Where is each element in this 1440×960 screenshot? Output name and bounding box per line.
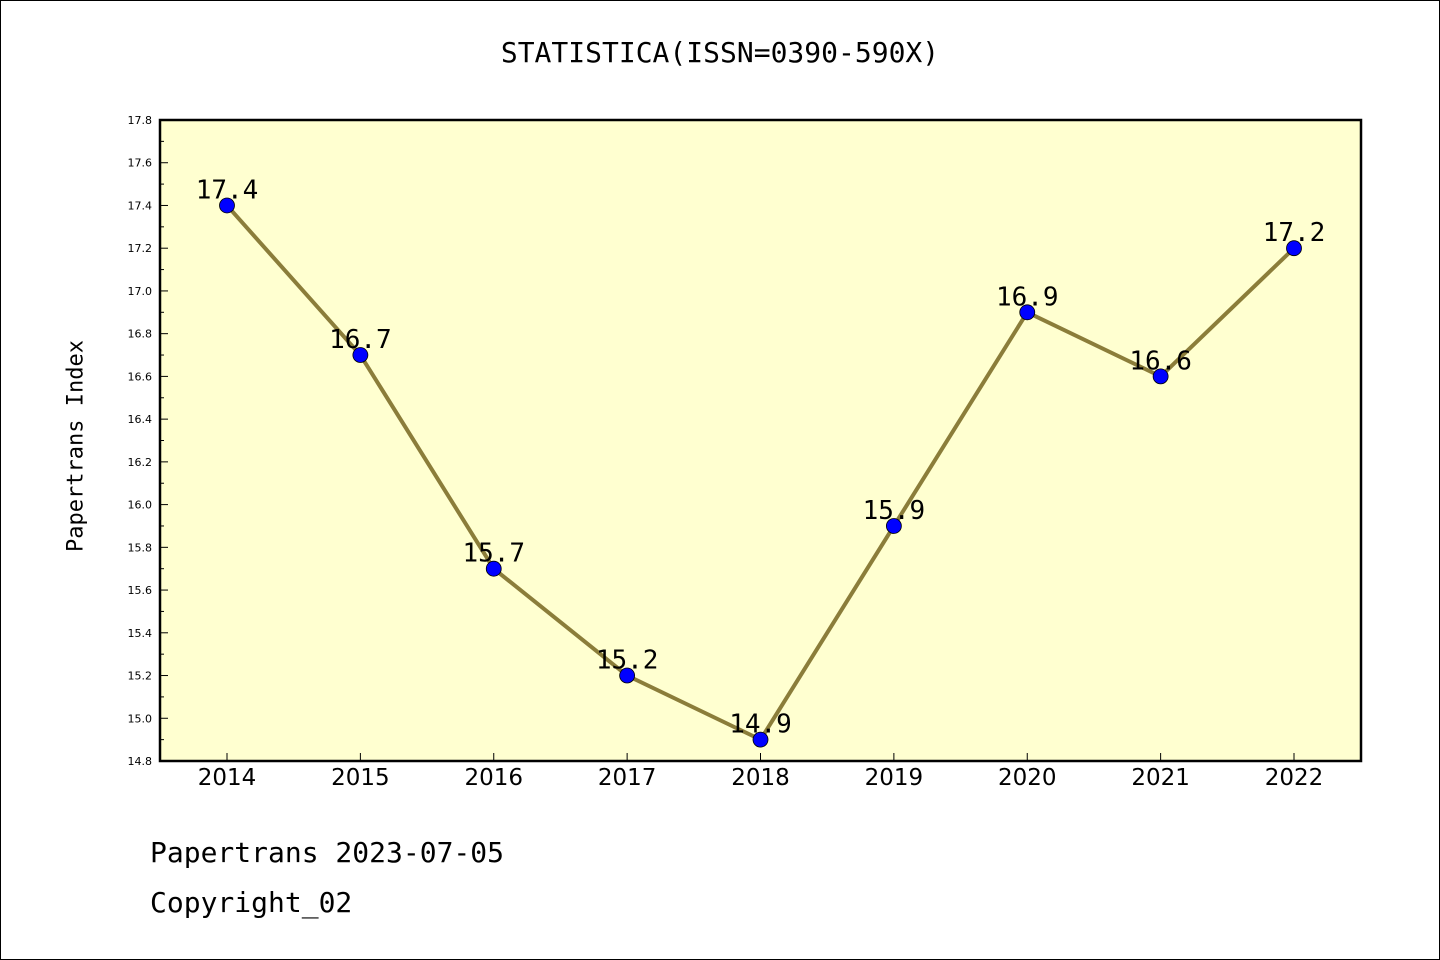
y-tick-label: 17.2	[128, 242, 153, 255]
data-label: 16.9	[996, 282, 1059, 312]
data-label: 17.2	[1263, 218, 1326, 248]
x-tick-label: 2014	[198, 765, 257, 791]
y-tick-label: 17.4	[128, 199, 153, 212]
data-point	[619, 667, 636, 684]
x-tick-label: 2015	[331, 765, 390, 791]
data-label: 15.7	[462, 539, 525, 569]
data-label: 16.7	[329, 325, 392, 355]
data-point	[352, 347, 369, 363]
data-point	[752, 731, 769, 748]
data-labels: 17.4 16.7 15.7 15.2 14.9 15.9 16.9 16.6 17.2	[196, 175, 1326, 739]
x-tick-label: 2020	[998, 765, 1057, 791]
data-label: 17.4	[196, 175, 259, 205]
footer-copyright: Copyright_02	[150, 886, 353, 919]
y-tick-label: 15.0	[128, 712, 153, 725]
data-point	[485, 560, 502, 577]
y-tick-label: 14.8	[128, 755, 153, 768]
y-tick-label: 15.8	[128, 541, 153, 554]
data-point	[885, 518, 902, 534]
footer-source: Papertrans 2023-07-05	[150, 836, 505, 869]
x-tick-label: 2016	[464, 765, 523, 791]
y-tick-label: 16.8	[128, 328, 153, 341]
y-tick-label: 16.6	[128, 370, 153, 383]
data-point	[219, 197, 235, 214]
y-axis-ticks: 14.8 15.0 15.2 15.4 15.6 15.8 16.0 16.2 16.4 16.6…	[128, 114, 168, 768]
x-tick-label: 2022	[1265, 765, 1324, 791]
y-tick-label: 15.2	[128, 670, 153, 683]
plot-area	[158, 118, 1363, 763]
x-tick-label: 2017	[598, 765, 657, 791]
y-tick-label: 15.6	[128, 584, 153, 597]
data-label: 14.9	[729, 710, 792, 740]
y-tick-label: 17.6	[128, 157, 153, 170]
data-label: 15.9	[863, 496, 926, 526]
y-tick-label: 16.0	[128, 499, 153, 512]
data-markers	[219, 197, 1302, 748]
x-tick-label: 2018	[731, 765, 790, 791]
data-point	[1286, 240, 1302, 257]
data-label: 15.2	[596, 646, 659, 676]
x-axis-ticks: 2014 2015 2016 2017 2018 2019 2020 2021 2022	[198, 753, 1324, 791]
data-point	[1019, 304, 1036, 321]
data-point	[1152, 368, 1169, 385]
y-tick-label: 16.2	[128, 456, 153, 469]
x-tick-label: 2019	[865, 765, 924, 791]
chart-title: STATISTICA(ISSN=0390-590X)	[500, 36, 940, 69]
x-tick-label: 2021	[1131, 765, 1190, 791]
y-tick-label: 17.8	[128, 114, 153, 127]
y-tick-label: 17.0	[128, 285, 153, 298]
y-tick-label: 16.4	[128, 413, 153, 426]
y-tick-label: 15.4	[128, 627, 153, 640]
data-label: 16.6	[1129, 346, 1192, 376]
